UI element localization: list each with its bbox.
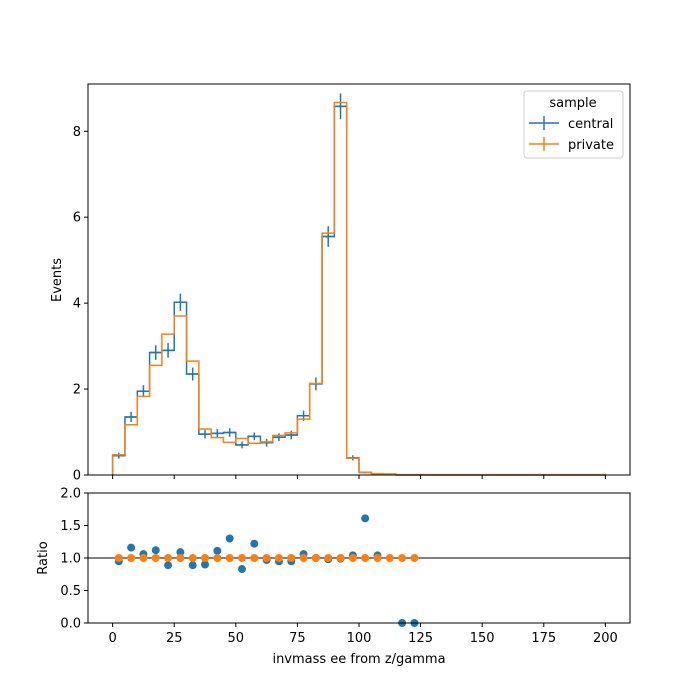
main-y-tick-label: 6 (73, 211, 81, 226)
private-ratio-point (213, 554, 222, 562)
central-errorbar (322, 226, 335, 247)
central-ratio-point (361, 514, 370, 523)
central-ratio-point (225, 534, 234, 543)
central-errorbar (174, 293, 187, 311)
x-tick-label: 200 (593, 631, 618, 646)
x-tick-label: 0 (108, 631, 116, 646)
legend-entry-private: private (529, 137, 614, 153)
private-ratio-point (361, 554, 370, 562)
central-ratio-point (237, 565, 246, 574)
central-errorbar (235, 441, 249, 449)
ratio-panel: 0 25 50 75 100 125 150 175 200 0.0 0.5 1.0 1.5 2.0 Ra… (36, 487, 631, 667)
main-y-tick-label: 2 (73, 383, 81, 398)
ratio-y-tick-label: 1.5 (60, 519, 81, 534)
main-panel: 0 2 4 6 8 Events sample central private (50, 83, 631, 484)
private-ratio-point (127, 554, 136, 562)
central-errorbar (334, 93, 347, 120)
private-ratio-point (176, 554, 185, 562)
private-ratio-point (336, 554, 345, 562)
ratio-y-tick-label: 1.0 (60, 552, 81, 567)
private-ratio-point (237, 554, 246, 562)
x-tick-label: 150 (470, 631, 495, 646)
private-ratio-point (201, 554, 210, 562)
legend-label-central: central (568, 117, 613, 132)
ratio-y-tick-label: 2.0 (60, 487, 81, 502)
x-tick-label: 75 (289, 631, 306, 646)
x-axis-label: invmass ee from z/gamma (272, 652, 445, 667)
main-y-tick-label: 8 (73, 125, 81, 140)
legend: sample central private (523, 90, 624, 159)
ratio-y-tick-label: 0.5 (60, 584, 81, 599)
private-ratio-point (164, 554, 173, 562)
private-ratio-point (151, 554, 160, 562)
private-ratio-point (311, 554, 320, 562)
central-ratio-point (213, 546, 222, 555)
ratio-ylabel: Ratio (36, 541, 51, 574)
private-ratio-point (274, 554, 283, 562)
central-errorbar (186, 367, 199, 381)
ratio-frame (87, 492, 631, 624)
central-errorbar (149, 345, 162, 360)
private-ratio-point (262, 554, 271, 562)
private-ratio-point (250, 554, 259, 562)
private-ratio-point (139, 554, 148, 562)
private-ratio-point (410, 554, 419, 562)
legend-label-private: private (568, 138, 614, 153)
private-ratio-point (348, 554, 357, 562)
private-ratio-point (299, 554, 308, 562)
central-errorbar (137, 385, 150, 398)
private-ratio-point (114, 554, 123, 562)
central-errorbar (272, 433, 286, 442)
central-errorbar (112, 452, 125, 459)
private-ratio-point (373, 554, 382, 562)
main-ylabel: Events (50, 258, 65, 302)
central-errorbar (211, 429, 224, 438)
legend-title: sample (549, 96, 596, 111)
private-ratio-point (287, 554, 296, 562)
main-axes: 0 2 4 6 8 (73, 125, 606, 484)
legend-entry-central: central (529, 116, 613, 132)
x-tick-label: 25 (166, 631, 183, 646)
x-tick-label: 175 (531, 631, 556, 646)
central-errorbar (124, 411, 138, 423)
private-ratio-point (385, 554, 394, 562)
central-errorbar (248, 432, 261, 441)
main-y-tick-label: 4 (73, 297, 81, 312)
ratio-axes: 0 25 50 75 100 125 150 175 200 0.0 0.5 1.0 1.5 2.0 (60, 487, 617, 647)
central-ratio-point (164, 561, 173, 570)
central-errorbar (161, 343, 175, 358)
central-errorbar (223, 428, 236, 437)
main-y-tick-label: 0 (73, 469, 81, 484)
central-errorbar (198, 429, 212, 439)
central-errorbar (260, 438, 273, 447)
private-ratio-point (398, 554, 407, 562)
central-ratio-point (201, 560, 210, 569)
x-tick-label: 125 (408, 631, 433, 646)
private-ratio-point (324, 554, 333, 562)
central-ratio-point (188, 561, 197, 570)
central-ratio-point (151, 546, 160, 555)
legend-box (523, 90, 624, 159)
central-ratio-point (250, 539, 259, 548)
main-frame (87, 83, 631, 476)
ratio-y-tick-label: 0.0 (60, 617, 81, 632)
central-ratio-point (127, 543, 136, 552)
private-ratio-point (188, 554, 197, 562)
central-ratio-point (176, 548, 185, 557)
x-tick-label: 50 (228, 631, 245, 646)
x-tick-label: 100 (347, 631, 372, 646)
private-ratio-point (225, 554, 234, 562)
